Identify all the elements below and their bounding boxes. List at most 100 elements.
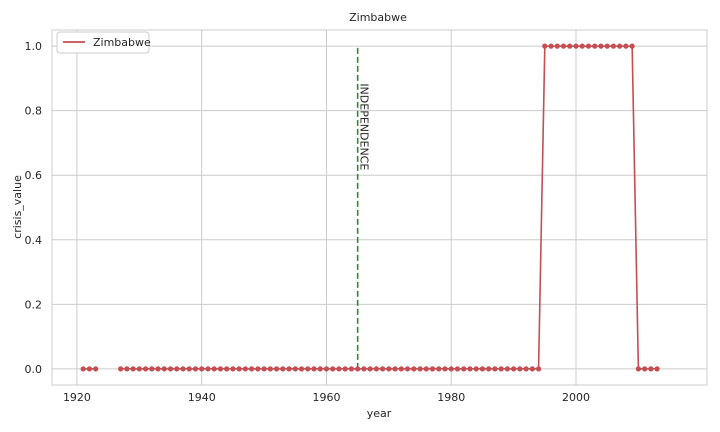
- data-point: [598, 43, 604, 49]
- data-point: [161, 366, 167, 372]
- data-point: [267, 366, 273, 372]
- data-point: [554, 43, 560, 49]
- data-point: [236, 366, 242, 372]
- data-point: [342, 366, 348, 372]
- x-axis-label: year: [367, 407, 392, 420]
- data-point: [167, 366, 174, 372]
- data-point: [217, 366, 224, 372]
- data-point: [560, 43, 567, 49]
- data-point: [242, 366, 248, 372]
- data-point: [311, 366, 317, 372]
- data-point: [348, 366, 355, 372]
- data-point: [118, 366, 124, 372]
- data-point: [255, 366, 261, 372]
- data-point: [404, 366, 411, 372]
- data-point: [629, 43, 635, 49]
- data-point: [380, 366, 386, 372]
- data-point: [492, 366, 498, 372]
- data-point: [617, 43, 623, 49]
- data-point: [542, 43, 548, 49]
- series-layer: [80, 43, 660, 372]
- data-point: [398, 366, 404, 372]
- plot-frame: [51, 29, 708, 386]
- data-point: [224, 366, 230, 372]
- data-point: [205, 366, 211, 372]
- data-point: [411, 366, 417, 372]
- data-point: [373, 366, 379, 372]
- annotation-layer: INDEPENDENCE: [356, 46, 371, 369]
- data-point: [211, 366, 217, 372]
- data-point: [155, 366, 161, 372]
- x-tick-label: 1920: [63, 391, 91, 404]
- x-tick-label: 1960: [312, 391, 340, 404]
- data-point: [298, 366, 305, 372]
- data-point: [93, 366, 99, 372]
- data-point: [286, 366, 292, 372]
- data-point: [467, 366, 473, 372]
- x-tick-label: 2000: [562, 391, 590, 404]
- chart-title: Zimbabwe: [349, 11, 407, 24]
- data-point: [479, 366, 486, 372]
- data-point: [567, 43, 573, 49]
- data-point: [124, 366, 130, 372]
- data-point: [292, 366, 298, 372]
- data-point: [610, 43, 617, 49]
- data-point: [280, 366, 286, 372]
- data-point: [504, 366, 510, 372]
- data-point: [436, 366, 442, 372]
- data-point: [517, 366, 523, 372]
- data-point: [461, 366, 467, 372]
- y-tick-label: 0.8: [25, 105, 43, 118]
- data-point: [392, 366, 398, 372]
- data-point: [623, 43, 629, 49]
- y-axis-label: crisis_value: [11, 175, 24, 239]
- data-point: [86, 366, 93, 372]
- data-point: [261, 366, 267, 372]
- data-point: [273, 366, 280, 372]
- data-point: [573, 43, 579, 49]
- y-tick-label: 1.0: [25, 40, 43, 53]
- y-tick-label: 0.6: [25, 169, 43, 182]
- data-point: [174, 366, 180, 372]
- data-point: [417, 366, 423, 372]
- data-point: [149, 366, 155, 372]
- data-point: [423, 366, 429, 372]
- data-point: [230, 366, 236, 372]
- data-point: [604, 43, 610, 49]
- x-tick-label: 1940: [188, 391, 216, 404]
- legend: Zimbabwe: [56, 31, 151, 54]
- data-point: [386, 366, 392, 372]
- data-point: [136, 366, 142, 372]
- data-point: [180, 366, 186, 372]
- data-point: [442, 366, 448, 372]
- data-point: [498, 366, 504, 372]
- data-point: [454, 366, 461, 372]
- legend-box: [56, 31, 150, 54]
- data-point: [199, 366, 205, 372]
- data-point: [529, 366, 535, 372]
- y-tick-label: 0.2: [25, 298, 43, 311]
- data-point: [336, 366, 342, 372]
- data-point: [429, 366, 436, 372]
- data-point: [654, 366, 660, 372]
- independence-label: INDEPENDENCE: [358, 83, 371, 170]
- data-point: [535, 366, 542, 372]
- data-point: [249, 366, 255, 372]
- series-line: [120, 45, 658, 370]
- data-point: [473, 366, 479, 372]
- data-point: [523, 366, 529, 372]
- data-point: [367, 366, 373, 372]
- y-tick-label: 0.4: [25, 234, 43, 247]
- data-point: [592, 43, 598, 49]
- data-point: [80, 366, 86, 372]
- grid-layer: [52, 30, 707, 385]
- data-point: [511, 366, 517, 372]
- data-point: [642, 366, 648, 372]
- data-point: [355, 366, 361, 372]
- data-point: [330, 366, 336, 372]
- data-point: [635, 366, 641, 372]
- x-tick-label: 1980: [437, 391, 465, 404]
- data-point: [192, 366, 199, 372]
- data-point: [448, 366, 454, 372]
- legend-label: Zimbabwe: [93, 36, 151, 49]
